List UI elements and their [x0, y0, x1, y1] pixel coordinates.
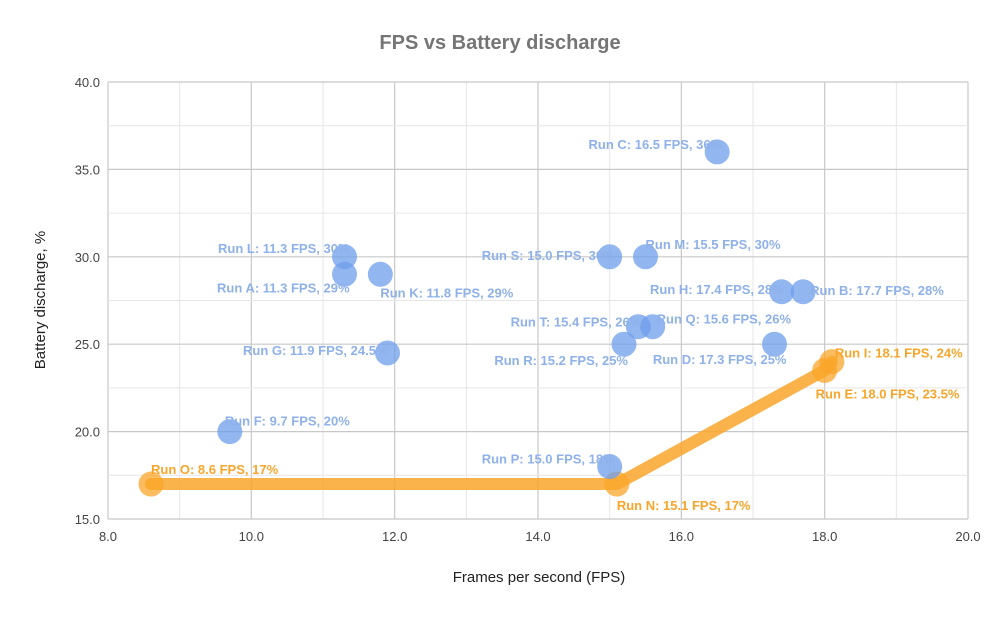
- data-label: Run L: 11.3 FPS, 30%: [218, 241, 350, 256]
- data-point-run-r[interactable]: [611, 331, 637, 357]
- data-label: Run M: 15.5 FPS, 30%: [646, 237, 782, 252]
- data-label: Run G: 11.9 FPS, 24.5%: [243, 343, 388, 358]
- data-point-run-i[interactable]: [819, 349, 845, 375]
- y-tick-label: 35.0: [75, 162, 100, 177]
- chart-title: FPS vs Battery discharge: [379, 32, 620, 54]
- x-tick-label: 8.0: [99, 529, 117, 544]
- data-point-run-o[interactable]: [138, 471, 164, 497]
- data-label: Run H: 17.4 FPS, 28%: [650, 282, 784, 297]
- data-label: Run K: 11.8 FPS, 29%: [380, 285, 513, 300]
- data-point-run-g[interactable]: [375, 340, 400, 366]
- data-point-run-t[interactable]: [625, 314, 651, 340]
- y-tick-label: 15.0: [75, 512, 100, 527]
- data-label: Run O: 8.6 FPS, 17%: [151, 462, 279, 477]
- tick-labels: 8.0 10.0 12.0 14.0 16.0 18.0 20.0 15.0 20.0 25.0 3…: [75, 75, 981, 544]
- data-label: Run Q: 15.6 FPS, 26%: [657, 312, 792, 327]
- y-tick-label: 25.0: [75, 337, 100, 352]
- data-point-run-a[interactable]: [332, 261, 357, 287]
- points-layer: [138, 139, 845, 497]
- x-tick-label: 20.0: [955, 529, 980, 544]
- point-labels: Run A: 11.3 FPS, 29% Run B: 17.7 FPS, 28%…: [151, 137, 963, 513]
- y-tick-label: 30.0: [75, 250, 100, 265]
- data-label: Run E: 18.0 FPS, 23.5%: [816, 386, 960, 401]
- x-axis-label: Frames per second (FPS): [453, 569, 626, 586]
- data-label: Run F: 9.7 FPS, 20%: [225, 414, 350, 429]
- data-label: Run B: 17.7 FPS, 28%: [810, 283, 944, 298]
- data-point-run-p[interactable]: [597, 454, 623, 480]
- data-label: Run N: 15.1 FPS, 17%: [617, 498, 751, 513]
- grid: [107, 81, 969, 520]
- x-tick-label: 10.0: [239, 529, 264, 544]
- x-tick-label: 12.0: [382, 529, 407, 544]
- data-point-run-k[interactable]: [367, 261, 393, 287]
- data-label: Run C: 16.5 FPS, 36%: [589, 137, 723, 152]
- data-point-run-s[interactable]: [597, 244, 623, 270]
- data-point-run-c[interactable]: [704, 139, 730, 165]
- data-point-run-d[interactable]: [762, 331, 787, 357]
- y-tick-label: 20.0: [75, 425, 100, 440]
- data-label: Run T: 15.4 FPS, 26%: [511, 315, 642, 330]
- data-point-run-f[interactable]: [217, 419, 243, 445]
- data-label: Run S: 15.0 FPS, 30%: [482, 248, 615, 263]
- x-tick-label: 16.0: [669, 529, 694, 544]
- data-label: Run R: 15.2 FPS, 25%: [494, 353, 628, 368]
- x-tick-label: 18.0: [812, 529, 837, 544]
- data-label: Run I: 18.1 FPS, 24%: [835, 346, 963, 361]
- data-label: Run D: 17.3 FPS, 25%: [653, 352, 787, 367]
- x-tick-label: 14.0: [525, 529, 550, 544]
- y-tick-label: 40.0: [75, 75, 100, 90]
- data-label: Run A: 11.3 FPS, 29%: [217, 280, 350, 295]
- data-label: Run P: 15.0 FPS, 18%: [482, 452, 615, 467]
- data-point-run-l[interactable]: [332, 244, 357, 270]
- y-axis-label: Battery discharge, %: [32, 231, 49, 369]
- data-point-run-m[interactable]: [633, 244, 658, 270]
- data-point-run-b[interactable]: [790, 279, 816, 305]
- data-point-run-h[interactable]: [769, 279, 795, 305]
